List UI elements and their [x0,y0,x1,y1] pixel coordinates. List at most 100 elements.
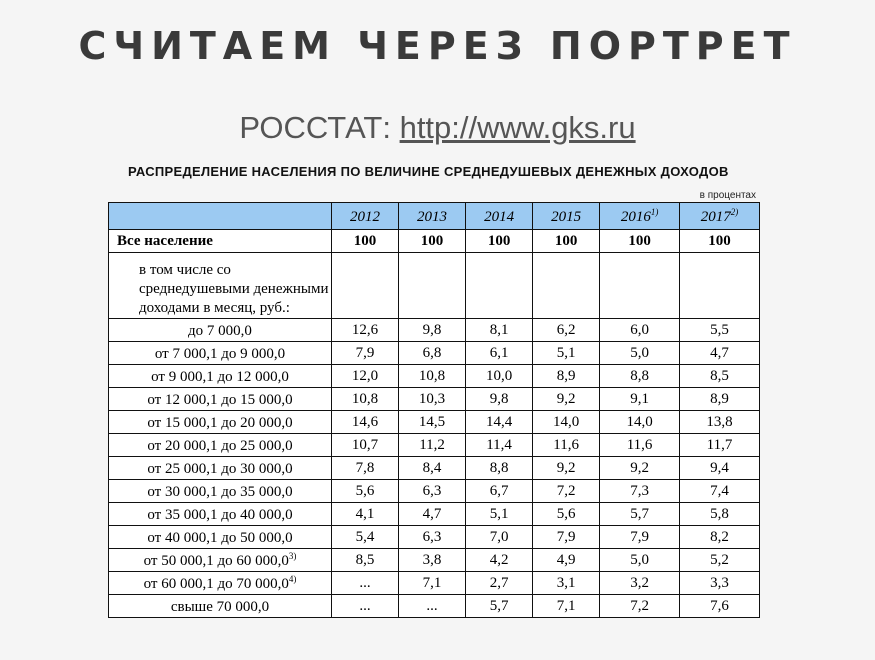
table-cell: 7,8 [330,456,400,480]
table-cell: 5,6 [532,502,601,526]
table-cell: 4,2 [465,548,534,572]
income-range-rows: до 7 000,0 12,6 9,8 8,1 6,2 6,0 5,5 от 7 000,1 … [108,318,760,618]
table-cell: 4,7 [679,341,760,365]
table-cell: 10,7 [330,433,400,457]
table-row: до 7 000,0 12,6 9,8 8,1 6,2 6,0 5,5 [108,318,760,342]
table-cell: 11,4 [465,433,534,457]
table-cell: 100 [599,229,681,253]
table-cell: 4,1 [330,502,400,526]
subheader-label: в том числе со среднедушевыми денежными … [108,252,332,319]
table-cell: ... [398,594,467,618]
table-cell: 7,3 [599,479,681,503]
table-cell: 7,2 [532,479,601,503]
income-range-label: от 50 000,1 до 60 000,03) [108,548,332,572]
table-cell: 14,0 [599,410,681,434]
table-cell: 8,2 [679,525,760,549]
empty-cell [599,252,681,319]
table-cell: 14,6 [330,410,400,434]
income-range-label: от 12 000,1 до 15 000,0 [108,387,332,411]
total-row: Все население 100 100 100 100 100 100 [108,229,760,253]
table-cell: 10,8 [330,387,400,411]
table-cell: 7,2 [599,594,681,618]
table-cell: 100 [398,229,467,253]
table-cell: ... [330,571,400,595]
table-cell: 12,0 [330,364,400,388]
table-cell: 9,8 [398,318,467,342]
table-cell: 8,9 [679,387,760,411]
table-cell: 8,4 [398,456,467,480]
header-year: 20161) [599,202,681,230]
table-cell: 9,2 [532,387,601,411]
empty-cell [679,252,760,319]
table-cell: 6,7 [465,479,534,503]
table-row: свыше 70 000,0...... 5,7 7,1 7,2 7,6 [108,594,760,618]
table-row: от 7 000,1 до 9 000,0 7,9 6,8 6,1 5,1 5,0 4,7 [108,341,760,365]
table-cell: 7,9 [532,525,601,549]
table-cell: 5,1 [532,341,601,365]
income-range-label: свыше 70 000,0 [108,594,332,618]
table-row: от 30 000,1 до 35 000,0 5,6 6,3 6,7 7,2 7,3 7,… [108,479,760,503]
table-cell: 14,4 [465,410,534,434]
table-cell: 14,0 [532,410,601,434]
table-cell: 5,4 [330,525,400,549]
source-link[interactable]: http://www.gks.ru [399,110,636,145]
header-year: 2013 [398,202,467,230]
table-cell: 14,5 [398,410,467,434]
table-cell: 7,9 [330,341,400,365]
table-cell: 4,7 [398,502,467,526]
table-cell: 10,3 [398,387,467,411]
table-row: от 40 000,1 до 50 000,0 5,4 6,3 7,0 7,9 7,9 8,… [108,525,760,549]
table-cell: 9,1 [599,387,681,411]
table-cell: 7,1 [398,571,467,595]
table-row: от 15 000,1 до 20 000,0 14,6 14,5 14,4 14,0 1… [108,410,760,434]
table-cell: 7,0 [465,525,534,549]
empty-cell [398,252,467,319]
table-cell: 100 [330,229,400,253]
table-cell: 5,8 [679,502,760,526]
table-cell: 100 [679,229,760,253]
table-cell: 4,9 [532,548,601,572]
income-range-label: от 60 000,1 до 70 000,04) [108,571,332,595]
table-cell: 11,7 [679,433,760,457]
header-row: 2012 2013 2014 2015 20161) 20172) [108,202,760,230]
table-cell: 6,3 [398,479,467,503]
table-cell: 6,8 [398,341,467,365]
table-title: РАСПРЕДЕЛЕНИЕ НАСЕЛЕНИЯ ПО ВЕЛИЧИНЕ СРЕД… [128,164,729,179]
table-cell: 11,2 [398,433,467,457]
table-cell: 8,8 [465,456,534,480]
table-cell: 11,6 [599,433,681,457]
income-range-label: от 15 000,1 до 20 000,0 [108,410,332,434]
table-cell: 8,9 [532,364,601,388]
table-cell: 3,3 [679,571,760,595]
income-range-label: от 40 000,1 до 50 000,0 [108,525,332,549]
header-year: 20172) [679,202,760,230]
table-cell: 3,2 [599,571,681,595]
slide-title: СЧИТАЕМ ЧЕРЕЗ ПОРТРЕТ [78,24,797,68]
empty-cell [465,252,534,319]
table-cell: 5,6 [330,479,400,503]
table-cell: 5,7 [599,502,681,526]
table-cell: 5,1 [465,502,534,526]
table-cell: 9,4 [679,456,760,480]
income-range-label: от 20 000,1 до 25 000,0 [108,433,332,457]
table-cell: 5,7 [465,594,534,618]
table-cell: 8,5 [330,548,400,572]
table-cell: ... [330,594,400,618]
table-row: от 60 000,1 до 70 000,04)... 7,1 2,7 3,1 3,2… [108,571,760,595]
source-prefix: РОССТАТ: [239,110,400,145]
table-cell: 7,1 [532,594,601,618]
income-distribution-table: 2012 2013 2014 2015 20161) 20172) Все на… [108,202,760,618]
subheader-row: в том числе со среднедушевыми денежными … [108,252,760,319]
table-cell: 3,1 [532,571,601,595]
table-cell: 5,5 [679,318,760,342]
table-cell: 9,2 [532,456,601,480]
total-label: Все население [108,229,332,253]
header-year: 2014 [465,202,534,230]
table-cell: 100 [465,229,534,253]
unit-label: в процентах [699,190,756,201]
table-cell: 9,8 [465,387,534,411]
table-cell: 7,9 [599,525,681,549]
table-cell: 6,1 [465,341,534,365]
income-range-label: от 25 000,1 до 30 000,0 [108,456,332,480]
table-row: от 20 000,1 до 25 000,0 10,7 11,2 11,4 11,6 1… [108,433,760,457]
